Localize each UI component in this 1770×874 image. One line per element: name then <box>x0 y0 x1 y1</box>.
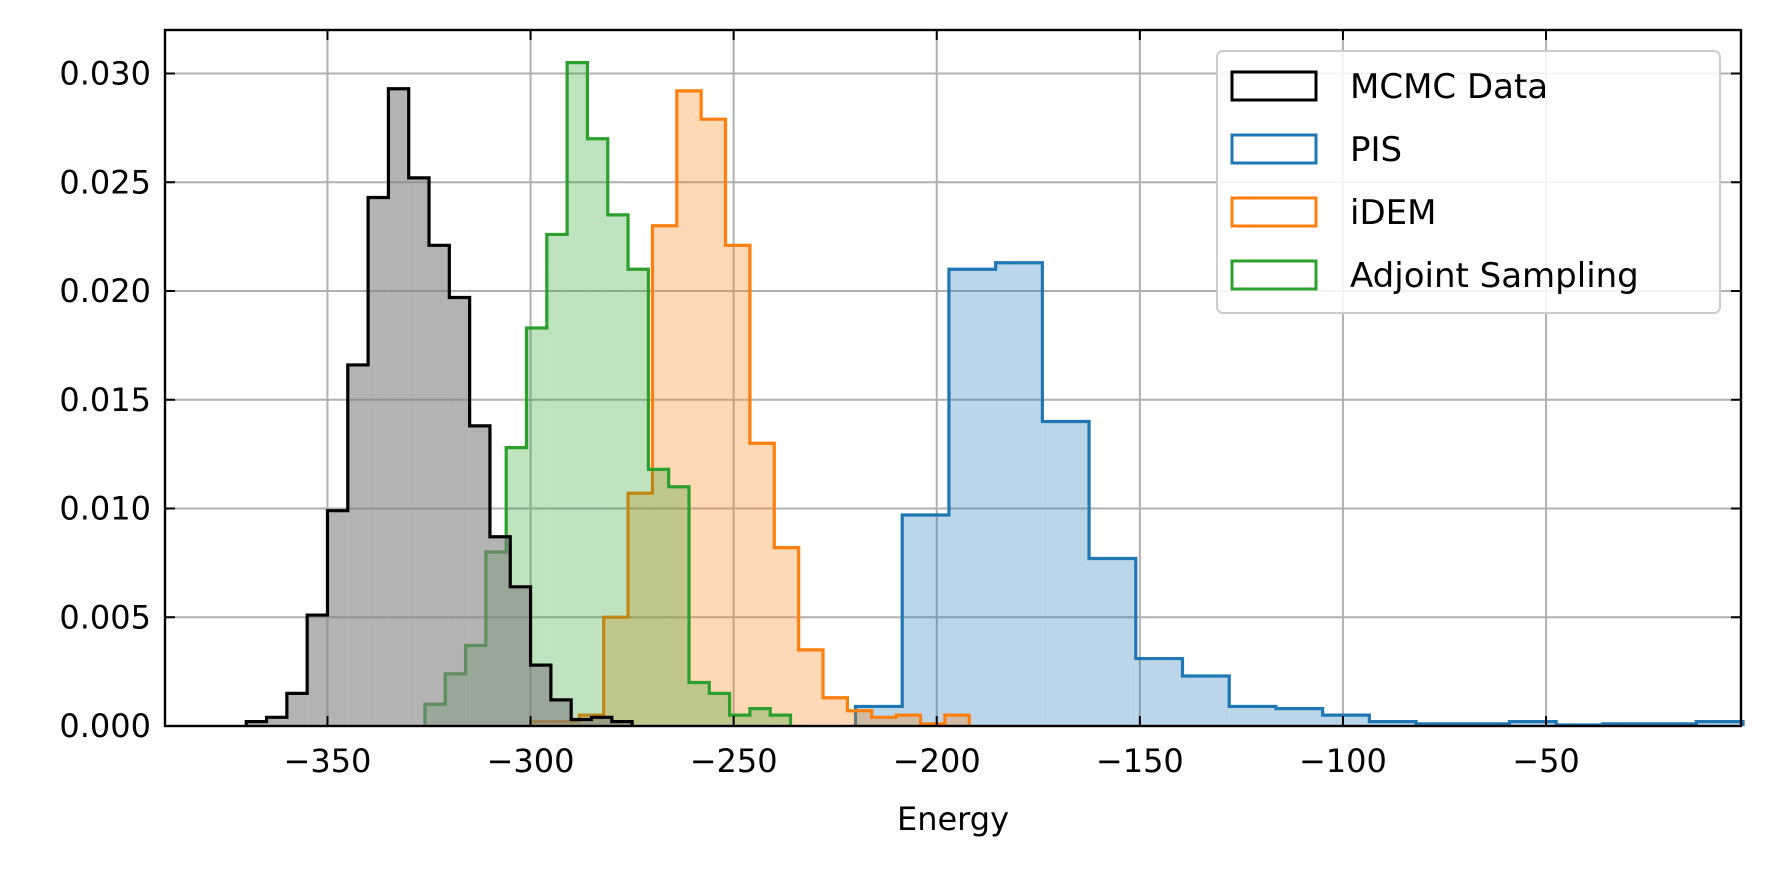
idem-bar-5 <box>652 225 677 726</box>
y-tick-label-5: 0.025 <box>59 163 151 201</box>
y-tick-label-2: 0.010 <box>59 490 151 528</box>
legend-swatch-mcmc-data <box>1230 70 1318 102</box>
adjoint-sampling-bar-15 <box>729 715 750 726</box>
x-tick-label-4: −150 <box>1096 742 1184 780</box>
adjoint-sampling-bar-10 <box>628 269 649 726</box>
idem-bar-3 <box>603 617 629 726</box>
idem-bar-17 <box>944 715 970 726</box>
pis-bar-10 <box>1322 715 1370 726</box>
adjoint-sampling-bar-12 <box>668 486 689 726</box>
adjoint-sampling-bar-13 <box>688 682 710 726</box>
mcmc-data-bar-3 <box>307 615 328 726</box>
plot-frame <box>163 28 1743 728</box>
pis-bar-14 <box>1509 721 1557 726</box>
legend-box <box>1216 50 1721 314</box>
pis-bar-6 <box>1135 658 1183 726</box>
idem-bar-4 <box>628 493 653 726</box>
legend: MCMC Data PIS iDEM Adjoint Sampling <box>1216 50 1721 314</box>
legend-label-adjoint-sampling: Adjoint Sampling <box>1350 256 1639 296</box>
pis-bar-5 <box>1089 558 1136 726</box>
x-tick-label-5: −100 <box>1299 742 1387 780</box>
mcmc-data-bar-16 <box>571 719 592 726</box>
mcmc-data-bar-13 <box>510 586 531 726</box>
mcmc-data-bar-0 <box>246 721 267 726</box>
mcmc-data-bar-15 <box>550 699 572 726</box>
adjoint-sampling-bar-11 <box>648 469 669 726</box>
x-tick-label-0: −350 <box>284 742 372 780</box>
idem-bar-13 <box>847 710 872 726</box>
pis-bar-18 <box>1696 721 1744 726</box>
histogram-bars <box>244 61 1745 727</box>
legend-label-idem: iDEM <box>1350 193 1436 233</box>
legend-swatch-idem <box>1230 196 1318 228</box>
series-mcmc-data <box>244 87 634 727</box>
adjoint-sampling-bar-14 <box>709 693 730 726</box>
y-tick-label-0: 0.000 <box>59 707 151 745</box>
idem-outline <box>528 89 971 726</box>
idem-bar-9 <box>749 443 775 726</box>
legend-swatch-adjoint-sampling <box>1230 259 1318 291</box>
series-idem <box>528 89 971 727</box>
idem-bar-14 <box>871 717 897 726</box>
pis-bar-1 <box>902 515 949 726</box>
mcmc-data-bar-8 <box>408 177 430 726</box>
mcmc-data-bar-4 <box>327 510 348 726</box>
mcmc-data-bar-6 <box>368 197 389 727</box>
y-tick-label-3: 0.015 <box>59 381 151 419</box>
idem-bar-12 <box>823 697 848 726</box>
x-tick-label-3: −200 <box>893 742 981 780</box>
idem-bar-8 <box>725 245 750 726</box>
x-tick-label-1: −300 <box>487 742 575 780</box>
mcmc-data-bar-1 <box>266 717 287 726</box>
adjoint-sampling-bar-17 <box>770 715 791 726</box>
adjoint-sampling-bar-9 <box>607 214 629 726</box>
mcmc-data-bar-17 <box>591 717 612 726</box>
pis-bar-9 <box>1275 708 1323 726</box>
idem-bar-11 <box>798 649 824 726</box>
mcmc-data-bar-5 <box>347 364 369 726</box>
mcmc-data-bar-7 <box>388 88 409 727</box>
mcmc-data-bar-9 <box>429 245 450 726</box>
pis-bar-2 <box>948 269 996 726</box>
axes: −350 −300 −250 −200 −150 −100 −50 0.000 0.005 0.0… <box>59 28 1743 780</box>
x-tick-label-6: −50 <box>1512 742 1580 780</box>
legend-swatch-pis <box>1230 133 1318 165</box>
y-tick-label-4: 0.020 <box>59 272 151 310</box>
y-tick-label-1: 0.005 <box>59 598 151 636</box>
x-axis-label: Energy <box>897 800 1009 838</box>
mcmc-data-bar-12 <box>489 536 511 726</box>
x-tick-label-2: −250 <box>690 742 778 780</box>
idem-bar-10 <box>774 547 799 726</box>
legend-label-mcmc-data: MCMC Data <box>1350 67 1548 107</box>
idem-bar-7 <box>701 119 726 727</box>
mcmc-data-bar-2 <box>286 693 308 726</box>
mcmc-data-bar-18 <box>611 721 633 726</box>
adjoint-sampling-bar-8 <box>587 138 608 726</box>
idem-bar-15 <box>896 715 921 726</box>
adjoint-sampling-bar-7 <box>567 62 588 726</box>
mcmc-data-outline <box>244 87 634 726</box>
pis-bar-8 <box>1229 706 1276 726</box>
pis-bar-7 <box>1182 675 1230 726</box>
mcmc-data-bar-14 <box>530 665 551 726</box>
legend-label-pis: PIS <box>1350 130 1402 170</box>
adjoint-sampling-bar-16 <box>749 708 771 726</box>
mcmc-data-bar-10 <box>449 297 470 726</box>
pis-bar-3 <box>995 262 1043 726</box>
pis-bar-4 <box>1042 421 1090 726</box>
mcmc-data-bar-11 <box>469 425 490 726</box>
pis-bar-11 <box>1369 721 1417 726</box>
adjoint-sampling-bar-6 <box>546 234 568 726</box>
y-tick-label-6: 0.030 <box>59 55 151 93</box>
